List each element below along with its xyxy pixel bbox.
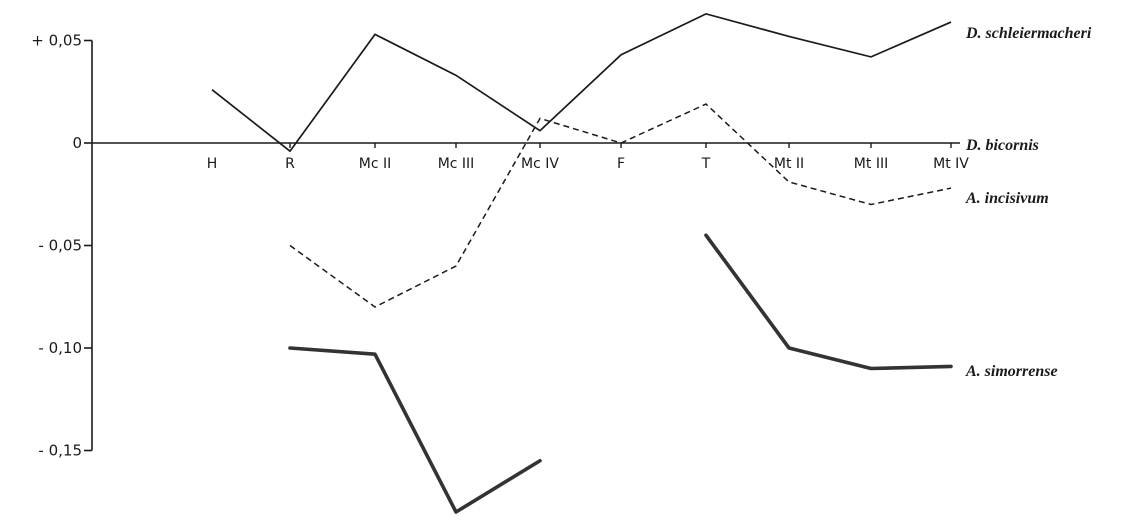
series-label-d-schleiermacheri: D. schleiermacheri <box>965 25 1092 42</box>
series-layer <box>211 12 953 514</box>
x-category-label: F <box>617 156 625 172</box>
x-category-label: R <box>285 156 295 172</box>
series-label-a-incisivum: A. incisivum <box>965 190 1049 207</box>
x-category-label: Mt III <box>854 156 888 172</box>
series-label-d-bicornis: D. bicornis <box>965 137 1039 154</box>
series-line-a-incisivum <box>289 103 952 308</box>
series-line-a-simorrense <box>704 233 953 371</box>
series-label-a-simorrense: A. simorrense <box>965 363 1058 380</box>
x-category-label: T <box>701 156 711 172</box>
y-tick-label: 0 <box>72 134 82 152</box>
x-category-label: Mc III <box>438 156 475 172</box>
x-category-label: Mc II <box>359 156 391 172</box>
series-labels: D. schleiermacheri D. bicornis A. incisivu… <box>965 25 1092 380</box>
y-tick-label: - 0,15 <box>38 442 82 460</box>
series-line-a-simorrense <box>288 346 542 514</box>
x-category-label: Mc IV <box>521 156 559 172</box>
x-category-label: H <box>207 156 218 172</box>
y-axis: + 0,05 0 - 0,05 - 0,10 - 0,15 <box>31 32 93 460</box>
series-line-d-schleiermacheri <box>211 12 952 153</box>
x-axis: H R Mc II Mc III Mc IV F T Mt II Mt III Mt IV <box>92 142 969 172</box>
y-tick-label: - 0,10 <box>38 339 82 357</box>
x-category-label: Mt II <box>774 156 804 172</box>
x-category-label: Mt IV <box>933 156 969 172</box>
y-tick-label: - 0,05 <box>38 237 82 255</box>
y-tick-label: + 0,05 <box>31 32 82 50</box>
